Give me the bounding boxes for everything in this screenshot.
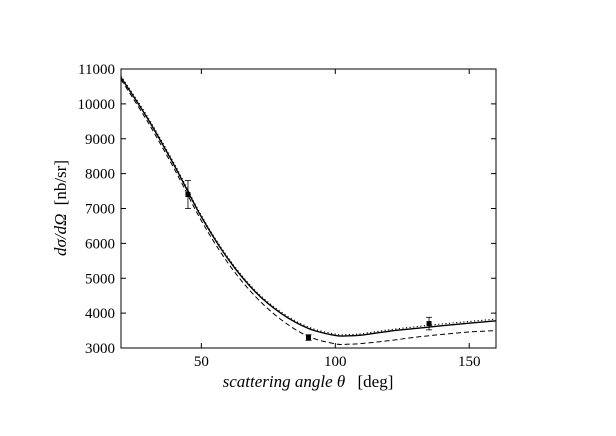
y-tick-label: 5000 (85, 271, 115, 287)
y-tick-label: 6000 (85, 236, 115, 252)
y-tick-label: 10000 (78, 97, 116, 113)
y-tick-label: 4000 (85, 306, 115, 322)
series-line-dotted (120, 75, 497, 336)
y-tick-label: 7000 (85, 202, 115, 218)
data-points-group (184, 180, 433, 341)
series-line-dashed (120, 79, 497, 345)
data-point (426, 321, 432, 327)
y-tick-label: 8000 (85, 167, 115, 183)
y-tick-label: 11000 (78, 62, 115, 78)
data-point (306, 335, 311, 341)
series-group (120, 75, 497, 345)
x-tick-label: 100 (324, 354, 347, 370)
plot-area-frame (120, 68, 497, 349)
x-axis: 50 100 150 (194, 69, 481, 370)
series-line-solid (120, 76, 497, 337)
y-tick-label: 3000 (85, 341, 115, 357)
x-tick-label: 50 (194, 354, 209, 370)
data-point (185, 192, 191, 198)
y-tick-label: 9000 (85, 132, 115, 148)
y-axis-label: dσ/dΩ [nb/sr] (51, 160, 70, 256)
y-axis: 3000 4000 5000 6000 7000 8000 9000 10000 11000 (78, 62, 496, 357)
x-tick-label: 150 (458, 354, 481, 370)
x-axis-label: scattering angle θ [deg] (223, 372, 394, 391)
